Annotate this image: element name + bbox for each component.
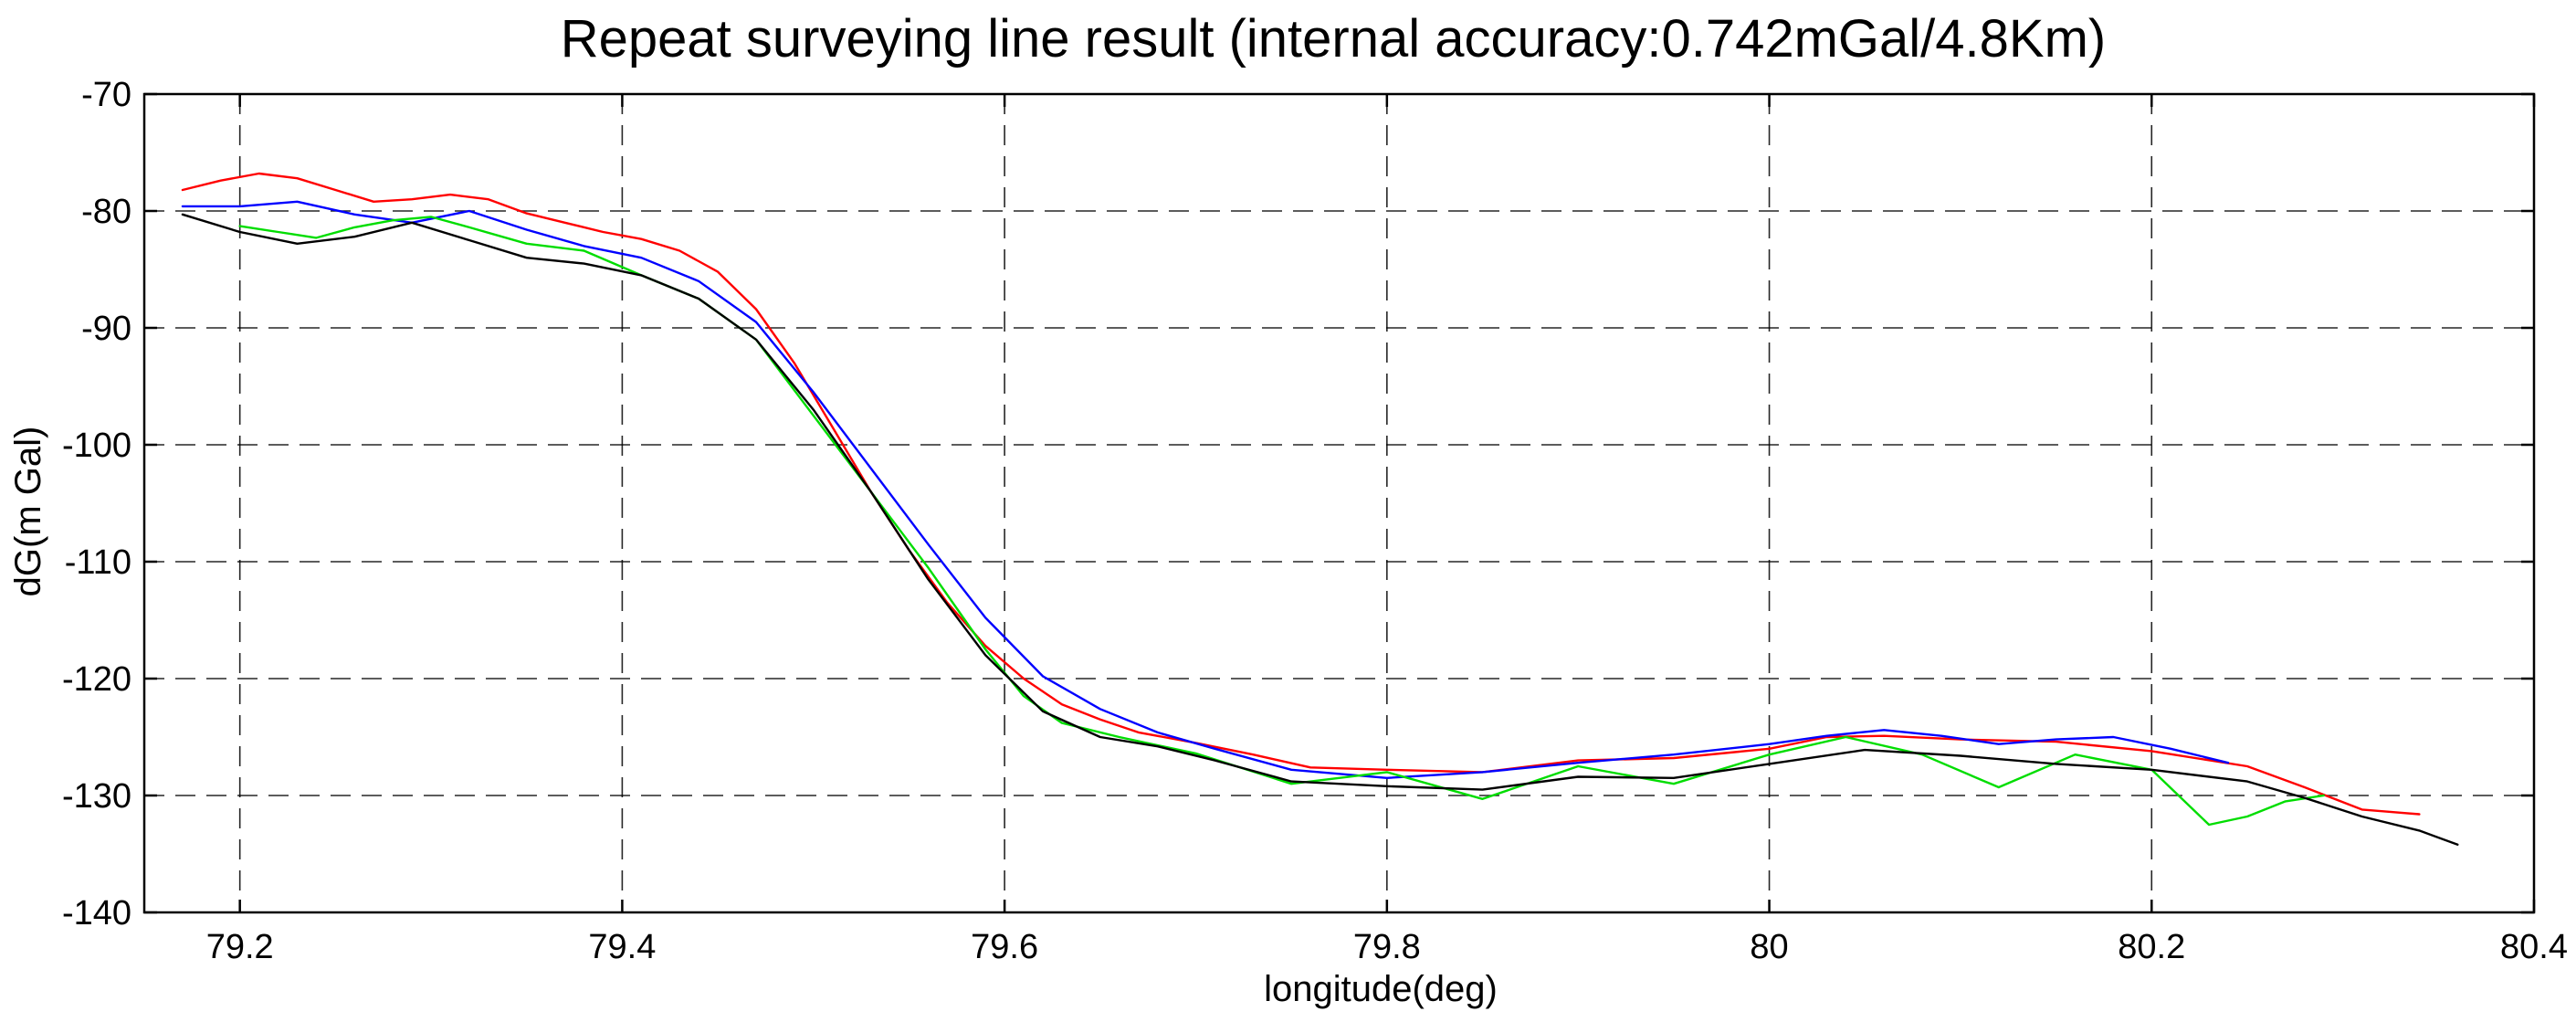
series-line-3 <box>238 216 2325 827</box>
x-tick-label: 80 <box>1750 928 1788 966</box>
series-line-4 <box>181 213 2459 846</box>
axis-ticks: 79.2 79.4 79.6 79.8 80 80.2 80.4 -70 -80 -90 -100 -… <box>62 76 2568 966</box>
chart-title: Repeat surveying line result (internal a… <box>561 9 2106 68</box>
x-tick-label: 80.4 <box>2500 928 2568 966</box>
series-line-2 <box>181 200 2230 779</box>
y-axis-label: dG(m Gal) <box>8 427 48 597</box>
x-tick-label: 79.6 <box>971 928 1038 966</box>
series-line-1 <box>181 172 2421 816</box>
y-tick-label: -70 <box>81 76 131 114</box>
x-tick-label: 79.8 <box>1353 928 1421 966</box>
y-tick-label: -110 <box>65 543 131 582</box>
y-tick-label: -140 <box>62 894 131 932</box>
x-tick-label: 79.2 <box>206 928 274 966</box>
plot-area <box>142 92 2536 914</box>
x-axis-label: longitude(deg) <box>1264 969 1498 1009</box>
y-tick-label: -130 <box>62 777 131 816</box>
x-tick-label: 79.4 <box>588 928 656 966</box>
y-tick-label: -100 <box>62 427 131 465</box>
x-tick-label: 80.2 <box>2118 928 2185 966</box>
data-series-group <box>181 172 2459 846</box>
y-tick-label: -80 <box>81 193 131 231</box>
y-tick-label: -90 <box>81 310 131 348</box>
y-tick-label: -120 <box>62 660 131 699</box>
grid-lines <box>144 94 2534 912</box>
